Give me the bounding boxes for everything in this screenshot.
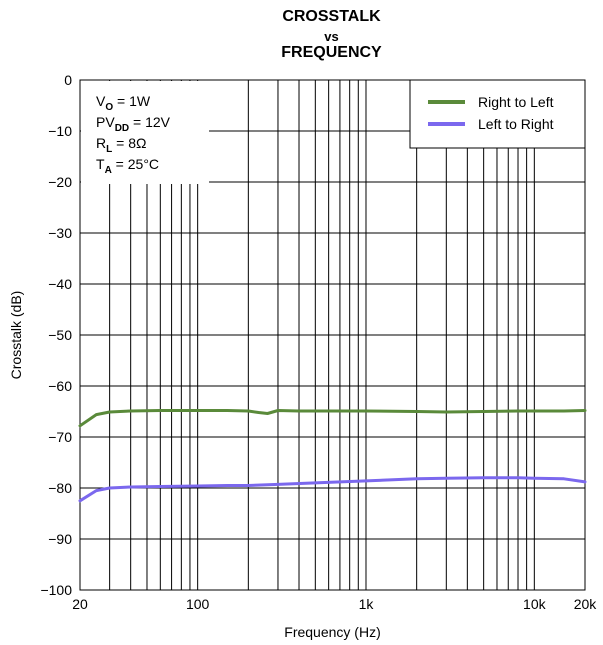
condition-value: = 25°C xyxy=(112,156,159,172)
y-tick-label: −80 xyxy=(48,480,72,496)
x-tick-label: 20 xyxy=(72,596,88,612)
condition-symbol: PV xyxy=(96,114,115,130)
series-group xyxy=(80,411,585,501)
y-tick-label: −30 xyxy=(48,225,72,241)
y-axis-label: Crosstalk (dB) xyxy=(8,291,24,380)
legend-box xyxy=(410,80,585,148)
legend: Right to Left Left to Right xyxy=(410,80,585,148)
y-tick-label: −20 xyxy=(48,174,72,190)
y-tick-label: −40 xyxy=(48,276,72,292)
y-tick-label: −90 xyxy=(48,531,72,547)
x-tick-label: 20k xyxy=(574,596,598,612)
x-axis-label: Frequency (Hz) xyxy=(284,624,380,640)
y-tick-label: 0 xyxy=(64,72,72,88)
condition-subscript: A xyxy=(105,165,112,176)
legend-label-1: Right to Left xyxy=(478,94,554,110)
x-tick-label: 1k xyxy=(359,596,375,612)
legend-label-2: Left to Right xyxy=(478,116,554,132)
condition-symbol: R xyxy=(96,135,106,151)
series-line-1 xyxy=(80,411,585,426)
y-tick-label: −50 xyxy=(48,327,72,343)
condition-value: = 1W xyxy=(113,93,151,109)
y-tick-label: −10 xyxy=(48,123,72,139)
y-tick-label: −70 xyxy=(48,429,72,445)
x-tick-label: 10k xyxy=(523,596,547,612)
x-tick-label: 100 xyxy=(186,596,210,612)
series-line-2 xyxy=(80,478,585,501)
condition-value: = 12V xyxy=(129,114,171,130)
y-tick-label: −100 xyxy=(40,582,72,598)
condition-subscript: DD xyxy=(115,123,129,134)
condition-value: = 8Ω xyxy=(112,135,146,151)
y-tick-label: −60 xyxy=(48,378,72,394)
